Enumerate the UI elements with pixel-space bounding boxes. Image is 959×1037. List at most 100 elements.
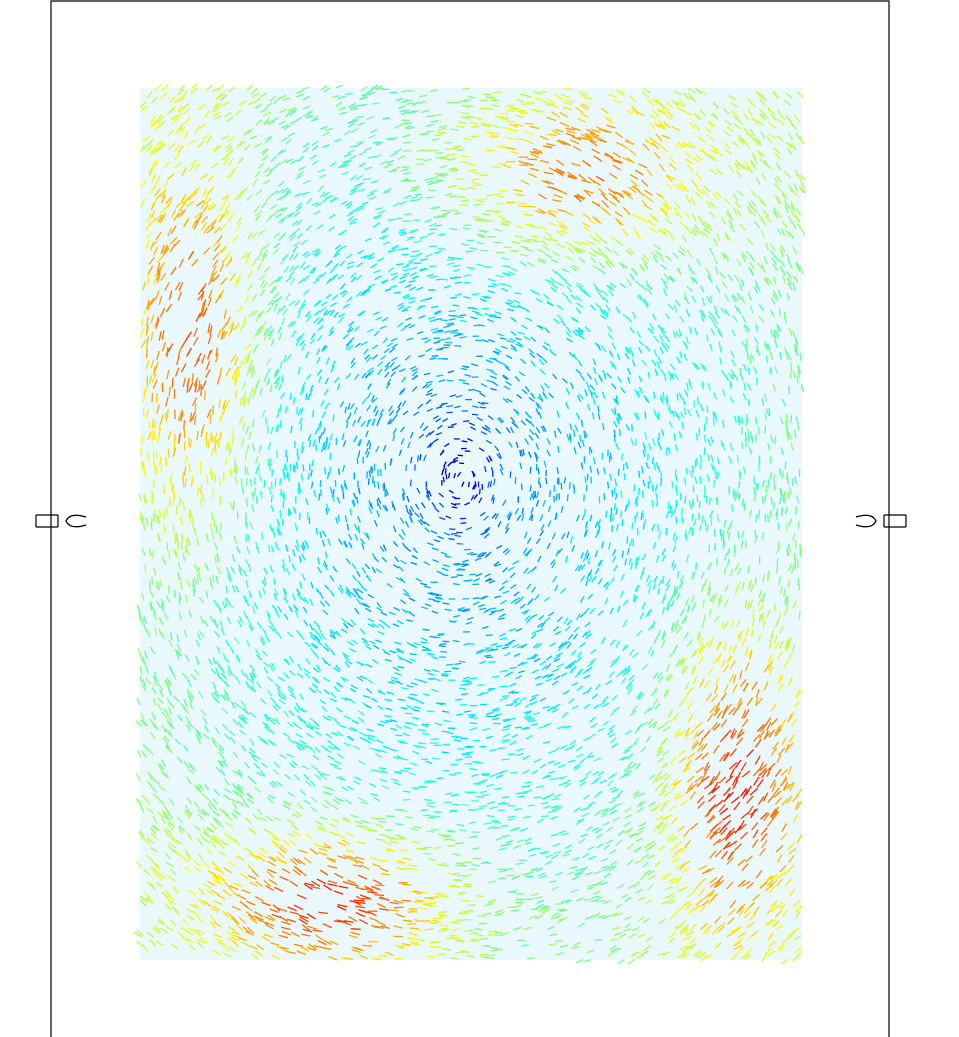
velocity-arrow	[378, 821, 386, 822]
velocity-arrow	[541, 816, 549, 817]
velocity-arrow	[471, 554, 478, 555]
velocity-arrow	[498, 810, 506, 811]
velocity-arrow	[729, 532, 730, 540]
velocity-arrow	[491, 481, 492, 487]
velocity-arrow	[343, 493, 344, 500]
velocity-arrow	[418, 743, 425, 744]
velocity-arrow	[479, 199, 488, 200]
velocity-arrow	[723, 540, 724, 548]
velocity-arrow	[457, 575, 464, 576]
velocity-arrow	[456, 941, 464, 942]
velocity-arrow	[791, 415, 792, 423]
velocity-arrow	[705, 435, 706, 442]
velocity-arrow	[798, 578, 799, 586]
velocity-arrow	[280, 478, 281, 485]
velocity-arrow	[746, 344, 747, 352]
velocity-arrow	[471, 126, 480, 127]
velocity-arrow	[172, 378, 173, 388]
velocity-arrow	[241, 478, 242, 486]
velocity-arrow	[777, 566, 778, 574]
velocity-arrow	[375, 885, 384, 886]
velocity-arrow	[441, 865, 449, 866]
velocity-arrow	[450, 229, 458, 230]
velocity-arrow	[452, 102, 460, 103]
velocity-arrow	[468, 308, 475, 309]
velocity-arrow	[415, 194, 423, 195]
velocity-arrow	[503, 266, 510, 267]
velocity-arrow	[744, 502, 745, 510]
velocity-arrow	[295, 466, 296, 473]
velocity-arrow	[505, 869, 513, 870]
velocity-arrow	[742, 441, 743, 449]
velocity-arrow	[173, 484, 174, 493]
velocity-arrow	[410, 942, 419, 943]
velocity-arrow	[775, 603, 776, 611]
velocity-arrow	[439, 646, 446, 647]
velocity-arrow	[468, 715, 475, 716]
velocity-arrow	[519, 165, 528, 166]
velocity-arrow	[320, 421, 321, 428]
velocity-arrow	[257, 496, 258, 504]
velocity-arrow	[489, 136, 498, 137]
velocity-arrow	[479, 954, 487, 955]
velocity-arrow	[320, 480, 321, 487]
velocity-arrow	[530, 467, 531, 474]
velocity-arrow	[174, 590, 175, 598]
velocity-arrow	[470, 723, 477, 724]
velocity-arrow	[693, 572, 694, 580]
velocity-arrow	[799, 611, 800, 619]
velocity-arrow	[494, 823, 502, 824]
velocity-arrow	[379, 860, 388, 861]
velocity-arrow	[316, 528, 317, 535]
velocity-arrow	[512, 692, 519, 693]
velocity-arrow	[449, 311, 456, 312]
velocity-arrow	[472, 294, 479, 295]
velocity-arrow	[466, 251, 473, 252]
velocity-arrow	[652, 500, 653, 507]
velocity-arrow	[250, 432, 251, 440]
velocity-arrow	[757, 378, 758, 386]
velocity-arrow	[391, 459, 392, 466]
velocity-arrow	[406, 464, 407, 471]
velocity-arrow	[371, 770, 379, 771]
velocity-arrow	[557, 477, 558, 484]
velocity-arrow	[459, 315, 466, 316]
velocity-arrow	[454, 346, 461, 347]
velocity-arrow	[443, 477, 444, 482]
velocity-arrow	[494, 915, 502, 916]
velocity-arrow	[739, 481, 740, 489]
velocity-arrow	[682, 516, 683, 523]
velocity-arrow	[439, 912, 448, 913]
velocity-arrow	[648, 481, 649, 488]
velocity-arrow	[213, 406, 214, 415]
velocity-arrow	[693, 485, 694, 492]
velocity-arrow	[522, 484, 523, 491]
velocity-arrow	[620, 429, 621, 436]
velocity-arrow	[697, 495, 698, 503]
velocity-arrow	[692, 514, 693, 521]
velocity-arrow	[184, 442, 185, 451]
velocity-arrow	[287, 471, 288, 478]
velocity-arrow	[447, 260, 455, 261]
velocity-arrow	[367, 472, 368, 479]
velocity-arrow	[142, 515, 143, 523]
velocity-arrow	[433, 115, 441, 116]
velocity-arrow	[379, 768, 386, 769]
velocity-arrow	[663, 392, 664, 399]
velocity-arrow	[453, 265, 460, 266]
velocity-arrow	[643, 491, 644, 498]
velocity-arrow	[446, 468, 447, 474]
velocity-arrow	[519, 157, 528, 158]
velocity-arrow	[511, 910, 519, 911]
velocity-arrow	[480, 407, 487, 408]
velocity-arrow	[785, 461, 786, 469]
velocity-arrow	[800, 353, 801, 361]
velocity-arrow	[151, 522, 152, 530]
velocity-arrow	[437, 635, 444, 636]
velocity-arrow	[438, 864, 446, 865]
velocity-arrow	[412, 220, 420, 221]
velocity-arrow	[187, 539, 188, 548]
velocity-arrow	[768, 514, 769, 522]
velocity-arrow	[740, 368, 741, 376]
velocity-arrow	[457, 749, 464, 750]
